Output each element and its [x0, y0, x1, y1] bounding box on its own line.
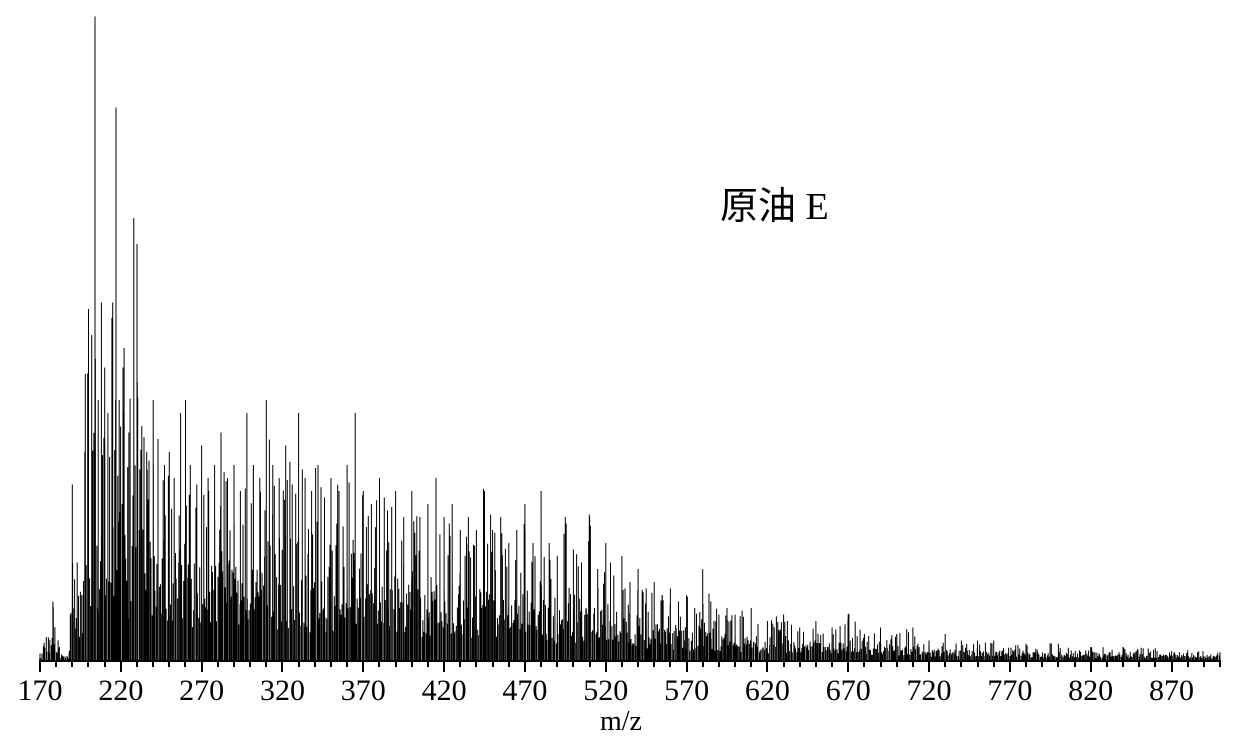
x-tick-minor: [475, 660, 477, 667]
x-tick-major: [1090, 660, 1092, 672]
x-tick-major: [120, 660, 122, 672]
x-tick-minor: [718, 660, 720, 667]
x-tick-label: 270: [179, 674, 224, 708]
x-tick-label: 170: [18, 674, 63, 708]
x-tick-minor: [168, 660, 170, 667]
x-tick-minor: [1219, 660, 1221, 667]
x-tick-minor: [217, 660, 219, 667]
x-tick-minor: [104, 660, 106, 667]
x-tick-major: [847, 660, 849, 672]
x-tick-minor: [378, 660, 380, 667]
x-tick-major: [766, 660, 768, 672]
x-tick-minor: [815, 660, 817, 667]
x-tick-major: [686, 660, 688, 672]
x-tick-minor: [298, 660, 300, 667]
x-tick-minor: [912, 660, 914, 667]
x-tick-minor: [589, 660, 591, 667]
x-tick-label: 420: [422, 674, 467, 708]
x-tick-minor: [556, 660, 558, 667]
x-tick-minor: [459, 660, 461, 667]
x-tick-minor: [831, 660, 833, 667]
x-tick-minor: [411, 660, 413, 667]
x-tick-major: [1009, 660, 1011, 672]
x-tick-minor: [314, 660, 316, 667]
x-tick-major: [39, 660, 41, 672]
x-tick-minor: [993, 660, 995, 667]
x-tick-minor: [427, 660, 429, 667]
x-tick-major: [362, 660, 364, 672]
x-tick-minor: [572, 660, 574, 667]
x-tick-minor: [960, 660, 962, 667]
mass-spectrum-chart: 原油 E m/z 170 220 270 320 370 420 470 520 570 620 6…: [0, 0, 1239, 740]
x-tick-minor: [734, 660, 736, 667]
x-tick-minor: [152, 660, 154, 667]
x-tick-minor: [71, 660, 73, 667]
x-tick-minor: [492, 660, 494, 667]
x-tick-label: 820: [1068, 674, 1113, 708]
x-tick-minor: [249, 660, 251, 667]
x-tick-minor: [1106, 660, 1108, 667]
x-tick-major: [281, 660, 283, 672]
x-tick-minor: [1025, 660, 1027, 667]
x-tick-label: 570: [664, 674, 709, 708]
x-tick-minor: [977, 660, 979, 667]
x-tick-major: [605, 660, 607, 672]
x-tick-minor: [637, 660, 639, 667]
x-tick-major: [201, 660, 203, 672]
x-tick-minor: [540, 660, 542, 667]
x-tick-minor: [55, 660, 57, 667]
x-tick-minor: [1154, 660, 1156, 667]
x-tick-minor: [863, 660, 865, 667]
x-tick-major: [524, 660, 526, 672]
x-tick-minor: [136, 660, 138, 667]
x-tick-label: 670: [826, 674, 871, 708]
x-tick-minor: [944, 660, 946, 667]
x-tick-major: [443, 660, 445, 672]
x-tick-minor: [1138, 660, 1140, 667]
x-tick-minor: [233, 660, 235, 667]
x-tick-major: [1171, 660, 1173, 672]
x-tick-minor: [669, 660, 671, 667]
x-tick-minor: [330, 660, 332, 667]
x-tick-label: 320: [260, 674, 305, 708]
x-tick-minor: [1057, 660, 1059, 667]
x-tick-minor: [1041, 660, 1043, 667]
x-axis-label: m/z: [600, 706, 642, 738]
x-tick-minor: [395, 660, 397, 667]
x-tick-minor: [783, 660, 785, 667]
x-tick-minor: [508, 660, 510, 667]
x-tick-minor: [799, 660, 801, 667]
x-tick-label: 220: [98, 674, 143, 708]
x-tick-minor: [1074, 660, 1076, 667]
x-tick-major: [928, 660, 930, 672]
x-tick-minor: [184, 660, 186, 667]
x-tick-label: 520: [583, 674, 628, 708]
x-tick-label: 620: [745, 674, 790, 708]
x-tick-minor: [880, 660, 882, 667]
sample-annotation: 原油 E: [720, 175, 829, 230]
x-tick-minor: [1187, 660, 1189, 667]
x-tick-minor: [750, 660, 752, 667]
x-tick-minor: [621, 660, 623, 667]
x-tick-label: 470: [502, 674, 547, 708]
x-tick-minor: [346, 660, 348, 667]
x-tick-label: 720: [907, 674, 952, 708]
spectrum-svg: [0, 0, 1239, 740]
x-tick-minor: [1122, 660, 1124, 667]
x-tick-label: 370: [341, 674, 386, 708]
x-tick-minor: [653, 660, 655, 667]
x-tick-minor: [1203, 660, 1205, 667]
x-tick-minor: [265, 660, 267, 667]
x-tick-minor: [702, 660, 704, 667]
x-tick-label: 770: [987, 674, 1032, 708]
x-tick-minor: [87, 660, 89, 667]
x-tick-label: 870: [1149, 674, 1194, 708]
x-tick-minor: [896, 660, 898, 667]
